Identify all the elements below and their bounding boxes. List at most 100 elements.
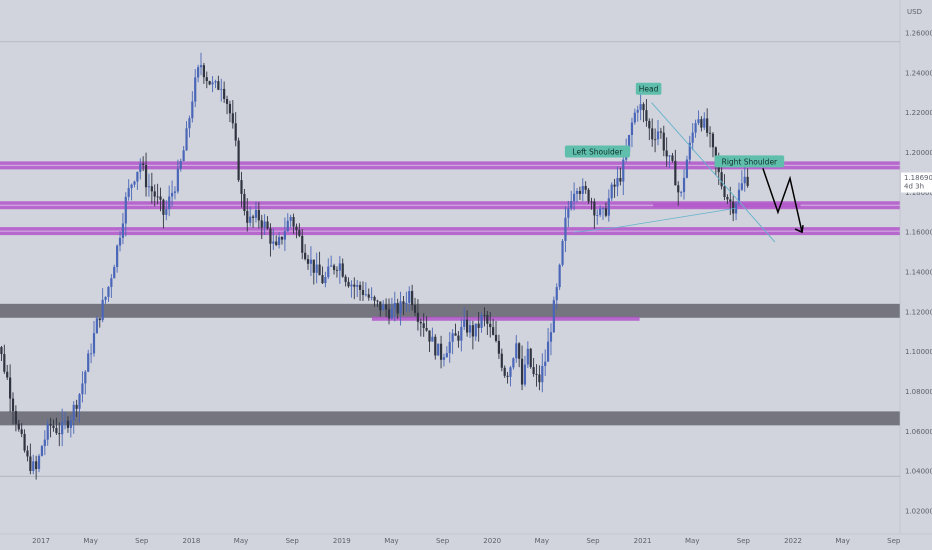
candle-down xyxy=(367,294,370,298)
candle-down xyxy=(645,110,648,121)
candle-up xyxy=(283,231,286,240)
candle-down xyxy=(318,264,321,276)
candle-up xyxy=(515,343,518,359)
candle-up xyxy=(552,300,555,333)
candle-up xyxy=(63,420,67,422)
candle-up xyxy=(460,326,463,341)
candle-down xyxy=(402,301,405,305)
candle-up xyxy=(558,264,561,288)
x-tick-label: Sep xyxy=(586,537,600,545)
annotation-label[interactable]: Right Shoulder xyxy=(722,157,778,166)
y-tick-label: 1.02000 xyxy=(905,508,932,516)
y-tick-label: 1.18000 xyxy=(905,189,932,197)
annotation-label-box[interactable] xyxy=(564,145,631,158)
candle-up xyxy=(107,286,110,297)
candle-up xyxy=(393,302,396,309)
candle-up xyxy=(130,184,133,189)
price-axis[interactable] xyxy=(900,0,932,550)
candle-up xyxy=(390,308,393,319)
candle-down xyxy=(428,330,431,342)
candle-up xyxy=(92,333,96,354)
x-tick-label: May xyxy=(535,537,549,545)
candle-down xyxy=(240,180,243,194)
candle-down xyxy=(477,323,480,328)
annotation-label-box[interactable] xyxy=(635,82,662,95)
candle-up xyxy=(596,215,599,216)
candle-up xyxy=(523,364,527,385)
candle-up xyxy=(480,315,483,328)
candle-down xyxy=(9,377,12,399)
candle-down xyxy=(306,259,310,264)
candle-up xyxy=(703,118,706,128)
candle-down xyxy=(454,333,457,336)
candle-down xyxy=(3,354,6,372)
candle-down xyxy=(312,259,315,273)
candle-down xyxy=(659,131,662,133)
support-zone-dark xyxy=(0,411,900,426)
x-tick-label: May xyxy=(835,537,849,545)
candle-up xyxy=(544,361,547,366)
candle-up xyxy=(330,265,333,267)
candle-down xyxy=(341,263,344,277)
candle-up xyxy=(743,176,746,184)
candle-up xyxy=(740,183,743,190)
candle-down xyxy=(257,209,260,221)
candle-down xyxy=(295,226,298,231)
candle-up xyxy=(87,353,90,372)
annotation-label[interactable]: Left Shoulder xyxy=(573,147,624,156)
candle-up xyxy=(630,122,634,136)
support-zone-dark xyxy=(0,303,900,318)
candle-up xyxy=(610,184,613,199)
candle-down xyxy=(0,347,3,355)
candle-down xyxy=(506,375,509,377)
candle-down xyxy=(280,236,284,240)
candle-down xyxy=(465,319,469,333)
candle-down xyxy=(150,186,153,192)
candle-down xyxy=(500,353,503,368)
candle-up xyxy=(382,304,385,311)
candle-up xyxy=(110,278,113,287)
y-tick-label: 1.26000 xyxy=(905,29,932,37)
candle-up xyxy=(72,404,75,421)
candle-down xyxy=(651,128,654,140)
candle-up xyxy=(599,208,602,216)
candle-down xyxy=(413,305,417,313)
candle-down xyxy=(662,132,665,151)
x-tick-label: 2019 xyxy=(333,537,351,545)
candle-down xyxy=(419,321,422,324)
candle-up xyxy=(81,383,84,395)
candle-down xyxy=(619,177,622,182)
candle-up xyxy=(327,266,330,278)
candle-down xyxy=(708,132,712,134)
candle-down xyxy=(700,119,703,128)
candle-down xyxy=(486,315,489,324)
candle-down xyxy=(494,334,498,341)
candle-up xyxy=(688,142,691,160)
candle-down xyxy=(142,163,145,166)
candle-up xyxy=(474,323,477,337)
candle-down xyxy=(590,201,593,203)
x-tick-label: 2021 xyxy=(634,537,652,545)
candle-up xyxy=(541,365,544,383)
candle-down xyxy=(243,193,246,211)
candle-up xyxy=(199,65,203,68)
candle-down xyxy=(225,98,229,104)
candle-up xyxy=(682,177,686,193)
candle-down xyxy=(613,184,616,187)
x-tick-label: May xyxy=(234,537,248,545)
candle-up xyxy=(289,217,292,221)
candle-down xyxy=(503,367,506,376)
candle-down xyxy=(711,133,715,148)
annotation-label-box[interactable] xyxy=(714,155,785,168)
candle-down xyxy=(269,228,272,244)
candle-down xyxy=(492,327,495,335)
candle-down xyxy=(535,374,538,375)
x-tick-label: Sep xyxy=(286,537,300,545)
candle-up xyxy=(182,150,185,162)
candle-up xyxy=(89,353,93,355)
annotation-label[interactable]: Head xyxy=(639,85,659,94)
candle-up xyxy=(263,221,266,228)
candle-down xyxy=(706,118,709,133)
